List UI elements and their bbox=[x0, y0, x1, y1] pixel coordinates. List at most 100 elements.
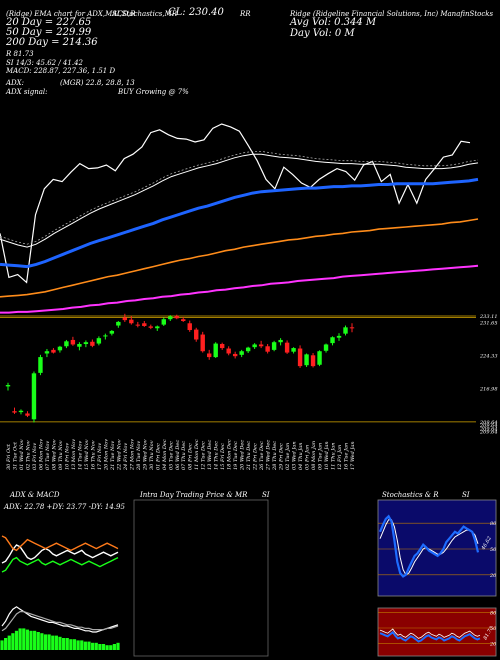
macd-histogram-bar bbox=[18, 628, 22, 650]
avg-volume: Avg Vol: 0.344 M bbox=[290, 17, 377, 28]
price-tick-label: 224.33 bbox=[479, 354, 498, 360]
ema-lines bbox=[0, 123, 479, 314]
intraday-title: Intra Day Trading Price & MR bbox=[140, 491, 248, 499]
r-line bbox=[379, 630, 481, 643]
date-tick-label: 28 Tue Nov bbox=[136, 441, 142, 471]
date-tick-label: 01 Fri Dec bbox=[155, 443, 161, 470]
date-tick-label: 17 Wed Jan bbox=[350, 441, 356, 470]
date-tick-label: 14 Thu Dec bbox=[214, 441, 220, 470]
adx-readout: ADX: 22.78 +DY: 23.77 -DY: 14.95 bbox=[4, 503, 125, 511]
macd-histogram-bar bbox=[11, 633, 15, 650]
candle-body bbox=[51, 349, 56, 353]
candle-body bbox=[278, 339, 283, 343]
candle-body bbox=[232, 353, 238, 357]
date-tick-label: 10 Wed Jan bbox=[324, 441, 330, 470]
si-title: SI bbox=[262, 491, 270, 499]
candle-body bbox=[38, 357, 43, 373]
candle-body bbox=[25, 413, 30, 416]
ema20-legend: 20 Day = 227.65 bbox=[6, 17, 92, 28]
candle-body bbox=[336, 335, 342, 338]
date-tick-label: 10 Fri Nov bbox=[64, 443, 70, 470]
adx-series-minus-dy bbox=[1, 535, 119, 552]
date-tick-label: 20 Wed Dec bbox=[240, 440, 246, 471]
date-tick-label: 30 Thu Nov bbox=[149, 440, 155, 470]
candle-body bbox=[181, 319, 186, 322]
date-tick-label: 12 Tue Dec bbox=[201, 441, 207, 470]
date-tick-label: 17 Fri Nov bbox=[97, 443, 103, 470]
macd-histogram-bar bbox=[29, 630, 33, 650]
candle-body bbox=[116, 321, 121, 326]
adx-panel-bg bbox=[0, 510, 120, 592]
date-tick-label: 27 Mon Nov bbox=[129, 439, 135, 471]
macd-histogram-bar bbox=[69, 639, 73, 650]
candle-body bbox=[200, 334, 205, 352]
date-tick-label: 30 Fri Oct bbox=[6, 443, 12, 470]
date-tick-label: 08 Fri Dec bbox=[188, 443, 194, 470]
stochastics-si: SI bbox=[462, 491, 470, 499]
candle-body bbox=[5, 385, 11, 387]
candle-body bbox=[148, 326, 153, 328]
r-tick-label: 20 bbox=[489, 642, 497, 648]
date-tick-label: 01 Wed Nov bbox=[19, 439, 25, 470]
macd-histogram-bar bbox=[72, 639, 77, 650]
ema-100-line bbox=[0, 218, 479, 298]
date-tick-label: 18 Mon Dec bbox=[227, 439, 233, 470]
date-tick-label: 16 Thu Nov bbox=[90, 440, 96, 470]
macd-histogram-bar bbox=[43, 634, 48, 650]
date-axis: 30 Fri Oct 31 Tue Oct 01 Wed Nov 02 Thu Nov… bbox=[6, 439, 356, 471]
date-tick-label: 16 Tue Jan bbox=[344, 443, 350, 470]
date-tick-label: 11 Thu Jan bbox=[331, 442, 337, 470]
adx-series-adx bbox=[1, 544, 119, 564]
candle-body bbox=[168, 316, 173, 320]
date-tick-label: 21 Thu Dec bbox=[246, 441, 252, 471]
price-tick-label: 209.64 bbox=[479, 420, 498, 426]
candle-body bbox=[90, 341, 95, 346]
candle-body bbox=[83, 342, 89, 345]
candle-body bbox=[12, 411, 17, 413]
stochastics-tick-label: 50 bbox=[490, 547, 497, 553]
date-tick-label: 11 Mon Dec bbox=[194, 439, 200, 470]
si-value: SI 14/3: 45.62 / 41.42 bbox=[6, 59, 83, 67]
r-panel-bg bbox=[377, 607, 497, 657]
macd-histogram-bar bbox=[4, 638, 8, 650]
candle-body bbox=[129, 319, 134, 324]
date-tick-label: 13 Wed Dec bbox=[207, 440, 213, 470]
candle-body bbox=[317, 351, 322, 365]
stoch-k-line bbox=[378, 514, 480, 578]
candle-body bbox=[44, 351, 50, 354]
price-tick-label: 209.64 bbox=[479, 423, 498, 429]
candle-body bbox=[18, 410, 24, 413]
date-tick-label: 13 Mon Nov bbox=[71, 439, 77, 470]
macd-histogram-bar bbox=[14, 630, 19, 650]
price-tick-label: 231.65 bbox=[479, 321, 498, 327]
candle-body bbox=[239, 351, 244, 355]
ema-200-line bbox=[0, 264, 479, 314]
date-tick-label: 12 Fri Jan bbox=[337, 445, 343, 470]
date-tick-label: 26 Tue Dec bbox=[259, 441, 265, 471]
candle-body bbox=[103, 335, 108, 337]
price-tick-label: 216.98 bbox=[479, 387, 498, 393]
date-tick-label: 15 Wed Nov bbox=[84, 439, 90, 470]
date-tick-label: 05 Tue Dec bbox=[168, 441, 174, 470]
candle-body bbox=[258, 344, 264, 347]
ema50-legend: 50 Day = 229.99 bbox=[6, 27, 92, 38]
macd-histogram-bar bbox=[22, 628, 26, 650]
price-axis: 233.11231.65224.33216.98209.64209.64209.… bbox=[479, 314, 498, 435]
date-tick-label: 03 Fri Nov bbox=[32, 443, 38, 470]
price-tick-label: 209.64 bbox=[479, 429, 498, 435]
candle-body bbox=[207, 353, 212, 358]
adx-label: ADX: bbox=[6, 79, 25, 87]
r-tick-label: 50 bbox=[490, 626, 497, 632]
candle-body bbox=[57, 346, 63, 351]
date-tick-label: 20 Mon Nov bbox=[103, 439, 109, 471]
macd-histogram-bar bbox=[65, 638, 69, 650]
candle-body bbox=[96, 338, 102, 344]
date-tick-label: 07 Tue Nov bbox=[45, 441, 51, 470]
ema200-legend: 200 Day = 214.36 bbox=[6, 37, 98, 48]
date-tick-label: 02 Thu Nov bbox=[25, 440, 31, 470]
macd-histogram-bar bbox=[105, 645, 109, 650]
r-tick-label: 80 bbox=[490, 610, 497, 616]
macd-histogram-bar bbox=[98, 644, 102, 650]
